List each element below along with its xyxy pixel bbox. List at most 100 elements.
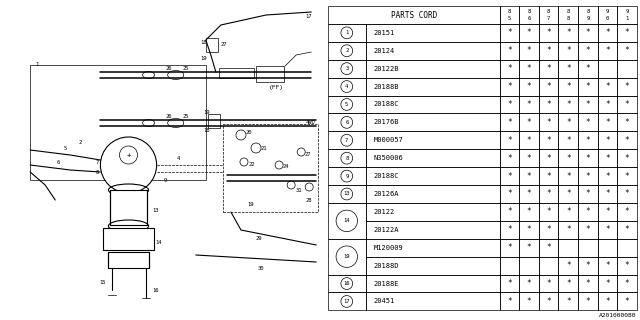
Circle shape [100, 137, 157, 193]
Text: 5: 5 [508, 16, 511, 21]
Text: *: * [586, 279, 590, 288]
Bar [519, 292, 539, 310]
Text: *: * [527, 297, 531, 306]
Text: *: * [547, 279, 551, 288]
Text: 2: 2 [79, 140, 82, 145]
Bar [519, 221, 539, 239]
Text: N350006: N350006 [374, 155, 404, 161]
Bar [500, 292, 519, 310]
Text: *: * [566, 189, 571, 198]
Text: *: * [625, 46, 629, 55]
Bar [617, 292, 637, 310]
Bar [500, 131, 519, 149]
Text: 9: 9 [164, 178, 167, 182]
Bar [578, 203, 598, 221]
Bar [559, 6, 578, 24]
Bar [328, 239, 366, 275]
Bar [519, 24, 539, 42]
Bar [500, 257, 519, 275]
Bar [519, 113, 539, 131]
Bar [366, 60, 500, 77]
Text: *: * [547, 46, 551, 55]
Bar [559, 60, 578, 77]
Text: *: * [508, 207, 512, 216]
Text: PARTS CORD: PARTS CORD [390, 11, 437, 20]
Text: 8: 8 [566, 16, 570, 21]
Bar [617, 77, 637, 95]
Bar [328, 95, 366, 113]
Circle shape [341, 27, 353, 39]
Circle shape [275, 161, 283, 169]
Bar [559, 24, 578, 42]
Text: 19: 19 [248, 203, 254, 207]
Text: 0: 0 [606, 16, 609, 21]
Bar [559, 131, 578, 149]
Circle shape [341, 63, 353, 75]
Bar [328, 42, 366, 60]
Bar [598, 185, 617, 203]
Text: *: * [508, 189, 512, 198]
Bar [519, 42, 539, 60]
Bar [500, 77, 519, 95]
Bar [519, 6, 539, 24]
Text: 7: 7 [96, 159, 99, 164]
Bar [328, 185, 366, 203]
Text: 7: 7 [547, 16, 550, 21]
Text: 5: 5 [345, 102, 348, 107]
Text: *: * [547, 225, 551, 234]
Bar [559, 95, 578, 113]
Text: 20126A: 20126A [374, 191, 399, 197]
Circle shape [341, 81, 353, 92]
Bar [617, 275, 637, 292]
Text: *: * [527, 225, 531, 234]
Bar [578, 167, 598, 185]
Bar [539, 185, 559, 203]
Text: *: * [527, 28, 531, 37]
Text: 8: 8 [345, 156, 348, 161]
Text: *: * [605, 154, 610, 163]
Text: *: * [586, 297, 590, 306]
Text: *: * [527, 46, 531, 55]
Text: *: * [527, 279, 531, 288]
Text: *: * [527, 136, 531, 145]
Text: *: * [625, 279, 629, 288]
Text: *: * [566, 154, 571, 163]
Text: *: * [508, 46, 512, 55]
Bar [617, 113, 637, 131]
Bar [539, 203, 559, 221]
Bar [598, 275, 617, 292]
Text: 24: 24 [283, 164, 289, 170]
Bar [617, 221, 637, 239]
Bar [519, 203, 539, 221]
Bar [559, 149, 578, 167]
Circle shape [236, 130, 246, 140]
Text: *: * [625, 297, 629, 306]
Text: 31: 31 [296, 188, 303, 193]
Bar [223, 124, 318, 212]
Text: *: * [547, 64, 551, 73]
Bar [519, 239, 539, 257]
Text: 27: 27 [221, 42, 227, 46]
Circle shape [341, 152, 353, 164]
Bar [539, 6, 559, 24]
Text: *: * [527, 118, 531, 127]
Bar [366, 203, 500, 221]
Bar [578, 77, 598, 95]
Text: 20176B: 20176B [374, 119, 399, 125]
Bar [598, 257, 617, 275]
Text: *: * [625, 154, 629, 163]
Bar [328, 113, 366, 131]
Bar [617, 95, 637, 113]
Text: 27: 27 [305, 153, 312, 157]
Text: *: * [508, 279, 512, 288]
Bar [617, 203, 637, 221]
Text: *: * [605, 136, 610, 145]
Text: 9: 9 [625, 9, 628, 14]
Text: *: * [508, 64, 512, 73]
Bar [598, 6, 617, 24]
Text: +: + [126, 152, 131, 158]
Text: *: * [566, 28, 571, 37]
Bar [328, 203, 366, 239]
Bar [598, 60, 617, 77]
Text: *: * [625, 118, 629, 127]
